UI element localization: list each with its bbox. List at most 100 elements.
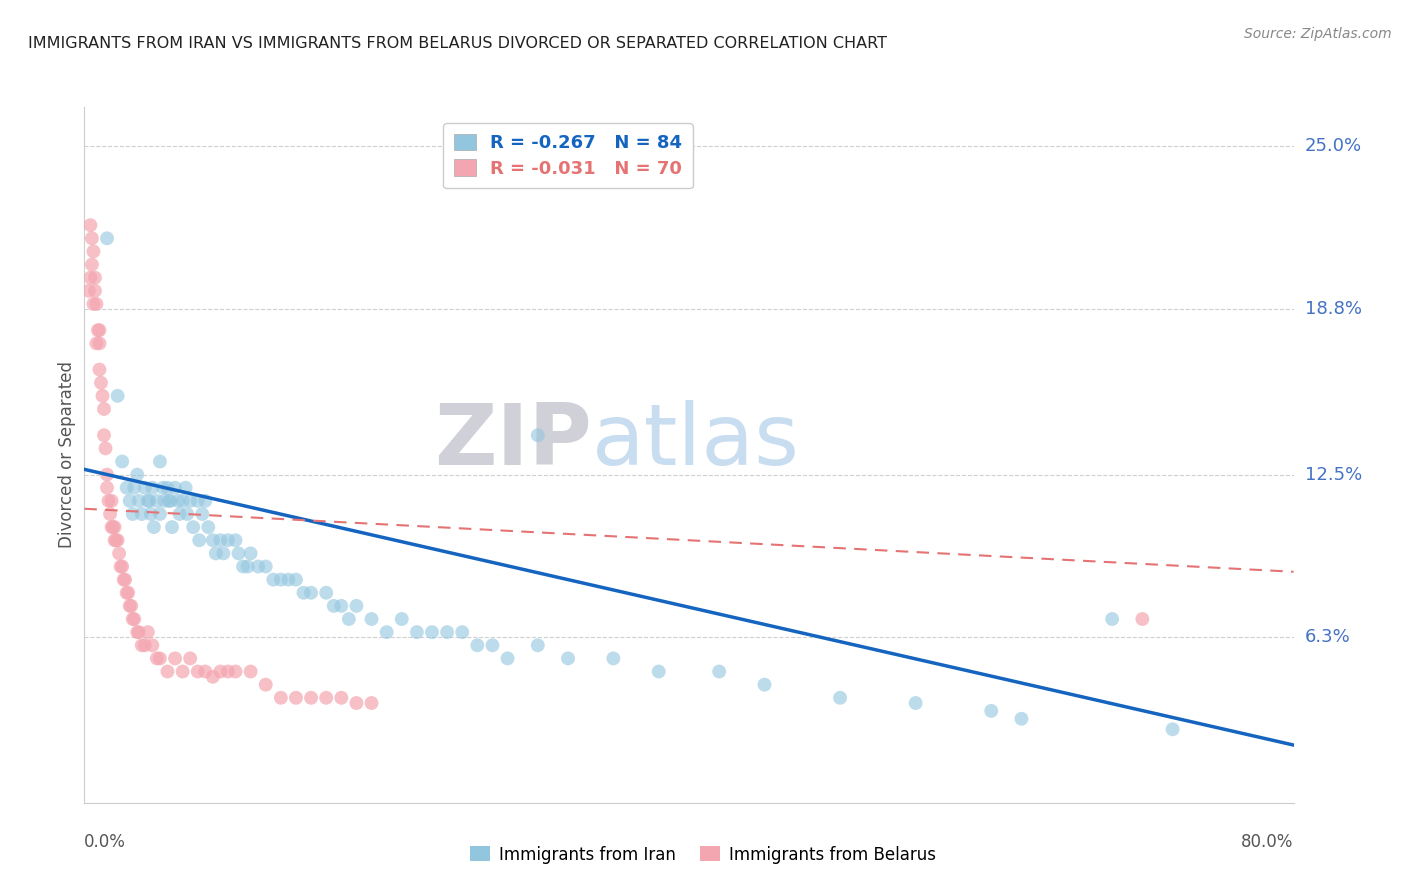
Point (136, 625, 159, 640)
Point (139, 507, 162, 521)
Point (117, 586, 139, 600)
Point (1161, 723, 1184, 737)
Point (89, 323, 111, 337)
Point (121, 612, 143, 626)
Point (481, 638, 503, 652)
Point (118, 599, 141, 613)
Point (82, 297, 104, 311)
Point (77, 284, 100, 298)
Point (105, 533, 128, 548)
Text: 25.0%: 25.0% (1305, 137, 1362, 155)
Text: atlas: atlas (592, 400, 800, 483)
Point (159, 494, 181, 508)
Point (201, 533, 224, 548)
Point (420, 625, 443, 640)
Point (270, 690, 292, 705)
Point (188, 533, 211, 548)
Point (149, 507, 172, 521)
Point (121, 507, 143, 521)
Point (451, 625, 474, 640)
Point (212, 546, 235, 560)
Legend: R = -0.267   N = 84, R = -0.031   N = 70: R = -0.267 N = 84, R = -0.031 N = 70 (443, 123, 693, 188)
Point (254, 678, 277, 692)
Point (87, 323, 110, 337)
Point (270, 573, 292, 587)
Point (153, 494, 176, 508)
Text: 6.3%: 6.3% (1305, 628, 1350, 647)
Point (149, 651, 172, 665)
Point (346, 599, 368, 613)
Point (82, 244, 104, 259)
Point (647, 665, 671, 679)
Point (131, 507, 153, 521)
Point (131, 638, 153, 652)
Point (100, 494, 122, 508)
Text: 0.0%: 0.0% (84, 833, 127, 851)
Point (89, 336, 111, 351)
Point (146, 651, 169, 665)
Point (110, 559, 132, 574)
Point (754, 678, 776, 692)
Point (94, 442, 117, 456)
Point (436, 625, 458, 640)
Point (284, 690, 308, 705)
Point (315, 586, 337, 600)
Point (330, 599, 353, 613)
Point (337, 612, 360, 626)
Point (107, 389, 129, 403)
Point (176, 507, 198, 521)
Point (467, 638, 489, 652)
Point (232, 559, 254, 574)
Point (96, 231, 118, 245)
Point (292, 586, 315, 600)
Point (84, 284, 107, 298)
Point (496, 651, 519, 665)
Point (172, 494, 194, 508)
Point (141, 638, 163, 652)
Point (322, 599, 344, 613)
Point (904, 696, 927, 710)
Point (174, 481, 197, 495)
Point (149, 454, 172, 468)
Point (115, 481, 138, 495)
Text: 12.5%: 12.5% (1305, 466, 1362, 483)
Point (152, 481, 174, 495)
Point (127, 625, 149, 640)
Point (156, 481, 179, 495)
Point (247, 559, 270, 574)
Point (225, 533, 247, 548)
Point (101, 520, 124, 534)
Point (191, 507, 214, 521)
Point (330, 690, 353, 705)
Point (160, 520, 183, 534)
Point (79, 218, 101, 232)
Point (120, 599, 142, 613)
Point (209, 533, 232, 548)
Point (1130, 612, 1153, 626)
Point (217, 533, 239, 548)
Point (156, 665, 179, 679)
Point (187, 665, 209, 679)
Point (209, 665, 232, 679)
Point (526, 638, 548, 652)
Legend: Immigrants from Iran, Immigrants from Belarus: Immigrants from Iran, Immigrants from Be… (464, 839, 942, 871)
Point (169, 507, 191, 521)
Point (93, 428, 115, 442)
Point (179, 651, 201, 665)
Point (98, 507, 121, 521)
Point (108, 546, 131, 560)
Point (526, 428, 548, 442)
Point (86, 336, 108, 351)
Point (163, 481, 186, 495)
Point (980, 704, 1002, 718)
Text: 18.8%: 18.8% (1305, 301, 1361, 318)
Point (96, 467, 118, 482)
Point (557, 651, 579, 665)
Point (122, 481, 145, 495)
Y-axis label: Divorced or Separated: Divorced or Separated (58, 361, 76, 549)
Point (89, 362, 111, 376)
Point (136, 494, 159, 508)
Point (104, 520, 127, 534)
Point (239, 546, 262, 560)
Point (284, 573, 308, 587)
